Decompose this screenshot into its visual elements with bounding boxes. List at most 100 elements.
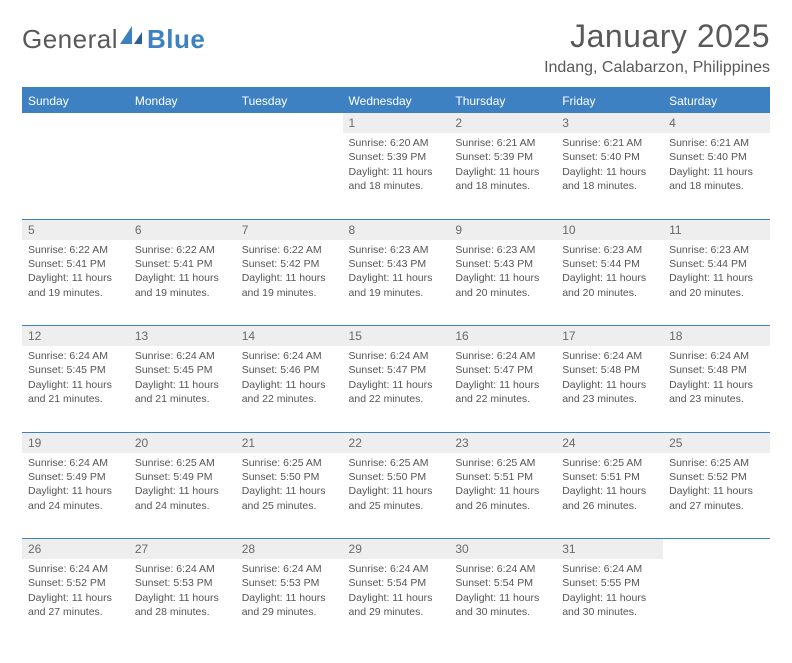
sunrise-text: Sunrise: 6:24 AM — [28, 562, 123, 576]
daylight-text: Daylight: 11 hours and 21 minutes. — [135, 378, 230, 407]
sunrise-text: Sunrise: 6:21 AM — [562, 136, 657, 150]
day-number-cell — [663, 539, 770, 560]
day-detail-cell — [663, 559, 770, 645]
sunrise-text: Sunrise: 6:25 AM — [455, 456, 550, 470]
day-number-cell: 25 — [663, 432, 770, 453]
sunset-text: Sunset: 5:40 PM — [562, 150, 657, 164]
day-number-cell: 9 — [449, 219, 556, 240]
day-number-cell: 3 — [556, 113, 663, 133]
daylight-text: Daylight: 11 hours and 22 minutes. — [349, 378, 444, 407]
day-header: Sunday — [22, 88, 129, 113]
day-detail-cell — [236, 133, 343, 219]
sunrise-text: Sunrise: 6:22 AM — [28, 243, 123, 257]
day-detail-cell: Sunrise: 6:23 AMSunset: 5:43 PMDaylight:… — [449, 240, 556, 326]
day-detail-cell: Sunrise: 6:24 AMSunset: 5:45 PMDaylight:… — [22, 346, 129, 432]
logo-text-blue: Blue — [147, 24, 205, 55]
daylight-text: Daylight: 11 hours and 20 minutes. — [669, 271, 764, 300]
day-detail-cell: Sunrise: 6:24 AMSunset: 5:45 PMDaylight:… — [129, 346, 236, 432]
logo: General Blue — [22, 24, 205, 55]
sunrise-text: Sunrise: 6:24 AM — [455, 349, 550, 363]
day-detail-cell: Sunrise: 6:22 AMSunset: 5:41 PMDaylight:… — [22, 240, 129, 326]
daylight-text: Daylight: 11 hours and 20 minutes. — [455, 271, 550, 300]
detail-row: Sunrise: 6:24 AMSunset: 5:52 PMDaylight:… — [22, 559, 770, 645]
sunrise-text: Sunrise: 6:24 AM — [135, 349, 230, 363]
sunrise-text: Sunrise: 6:24 AM — [669, 349, 764, 363]
day-detail-cell: Sunrise: 6:21 AMSunset: 5:39 PMDaylight:… — [449, 133, 556, 219]
day-number-cell: 2 — [449, 113, 556, 133]
day-number-cell: 10 — [556, 219, 663, 240]
calendar-table: Sunday Monday Tuesday Wednesday Thursday… — [22, 87, 770, 645]
daylight-text: Daylight: 11 hours and 23 minutes. — [669, 378, 764, 407]
day-number-cell: 26 — [22, 539, 129, 560]
day-detail-cell: Sunrise: 6:24 AMSunset: 5:46 PMDaylight:… — [236, 346, 343, 432]
daylight-text: Daylight: 11 hours and 30 minutes. — [562, 591, 657, 620]
day-number-cell: 23 — [449, 432, 556, 453]
day-number-cell — [22, 113, 129, 133]
sunset-text: Sunset: 5:42 PM — [242, 257, 337, 271]
daylight-text: Daylight: 11 hours and 21 minutes. — [28, 378, 123, 407]
day-detail-cell: Sunrise: 6:25 AMSunset: 5:50 PMDaylight:… — [343, 453, 450, 539]
sunrise-text: Sunrise: 6:24 AM — [28, 349, 123, 363]
sunset-text: Sunset: 5:53 PM — [135, 576, 230, 590]
sunrise-text: Sunrise: 6:25 AM — [562, 456, 657, 470]
sunset-text: Sunset: 5:43 PM — [349, 257, 444, 271]
day-detail-cell: Sunrise: 6:25 AMSunset: 5:50 PMDaylight:… — [236, 453, 343, 539]
daylight-text: Daylight: 11 hours and 24 minutes. — [135, 484, 230, 513]
day-header: Saturday — [663, 88, 770, 113]
sunset-text: Sunset: 5:50 PM — [349, 470, 444, 484]
page-title: January 2025 — [544, 18, 770, 55]
daynum-row: 262728293031 — [22, 539, 770, 560]
day-detail-cell: Sunrise: 6:21 AMSunset: 5:40 PMDaylight:… — [556, 133, 663, 219]
day-number-cell — [236, 113, 343, 133]
sunrise-text: Sunrise: 6:24 AM — [349, 562, 444, 576]
daylight-text: Daylight: 11 hours and 27 minutes. — [28, 591, 123, 620]
daylight-text: Daylight: 11 hours and 18 minutes. — [349, 165, 444, 194]
day-number-cell: 4 — [663, 113, 770, 133]
daylight-text: Daylight: 11 hours and 26 minutes. — [562, 484, 657, 513]
sunrise-text: Sunrise: 6:24 AM — [242, 562, 337, 576]
day-detail-cell: Sunrise: 6:24 AMSunset: 5:53 PMDaylight:… — [129, 559, 236, 645]
sunset-text: Sunset: 5:44 PM — [562, 257, 657, 271]
daylight-text: Daylight: 11 hours and 25 minutes. — [242, 484, 337, 513]
sunset-text: Sunset: 5:41 PM — [135, 257, 230, 271]
sunset-text: Sunset: 5:41 PM — [28, 257, 123, 271]
sunset-text: Sunset: 5:47 PM — [455, 363, 550, 377]
day-detail-cell: Sunrise: 6:24 AMSunset: 5:47 PMDaylight:… — [449, 346, 556, 432]
title-block: January 2025 Indang, Calabarzon, Philipp… — [544, 18, 770, 77]
day-detail-cell: Sunrise: 6:20 AMSunset: 5:39 PMDaylight:… — [343, 133, 450, 219]
sunrise-text: Sunrise: 6:21 AM — [455, 136, 550, 150]
daylight-text: Daylight: 11 hours and 30 minutes. — [455, 591, 550, 620]
sunset-text: Sunset: 5:53 PM — [242, 576, 337, 590]
daynum-row: 567891011 — [22, 219, 770, 240]
day-detail-cell: Sunrise: 6:24 AMSunset: 5:53 PMDaylight:… — [236, 559, 343, 645]
header: General Blue January 2025 Indang, Calaba… — [22, 18, 770, 77]
daylight-text: Daylight: 11 hours and 18 minutes. — [455, 165, 550, 194]
sunrise-text: Sunrise: 6:24 AM — [28, 456, 123, 470]
day-detail-cell: Sunrise: 6:24 AMSunset: 5:54 PMDaylight:… — [449, 559, 556, 645]
day-number-cell: 31 — [556, 539, 663, 560]
sunset-text: Sunset: 5:43 PM — [455, 257, 550, 271]
day-number-cell: 22 — [343, 432, 450, 453]
sunset-text: Sunset: 5:50 PM — [242, 470, 337, 484]
sunset-text: Sunset: 5:54 PM — [455, 576, 550, 590]
sunrise-text: Sunrise: 6:23 AM — [349, 243, 444, 257]
logo-text-general: General — [22, 24, 118, 55]
logo-sail-icon — [118, 24, 144, 46]
daylight-text: Daylight: 11 hours and 25 minutes. — [349, 484, 444, 513]
day-detail-cell: Sunrise: 6:24 AMSunset: 5:55 PMDaylight:… — [556, 559, 663, 645]
sunrise-text: Sunrise: 6:22 AM — [135, 243, 230, 257]
day-detail-cell: Sunrise: 6:23 AMSunset: 5:44 PMDaylight:… — [663, 240, 770, 326]
day-number-cell: 28 — [236, 539, 343, 560]
day-detail-cell: Sunrise: 6:25 AMSunset: 5:51 PMDaylight:… — [449, 453, 556, 539]
sunset-text: Sunset: 5:48 PM — [562, 363, 657, 377]
detail-row: Sunrise: 6:22 AMSunset: 5:41 PMDaylight:… — [22, 240, 770, 326]
sunset-text: Sunset: 5:46 PM — [242, 363, 337, 377]
daylight-text: Daylight: 11 hours and 18 minutes. — [562, 165, 657, 194]
day-detail-cell: Sunrise: 6:24 AMSunset: 5:48 PMDaylight:… — [663, 346, 770, 432]
day-number-cell: 18 — [663, 326, 770, 347]
sunset-text: Sunset: 5:39 PM — [455, 150, 550, 164]
day-detail-cell: Sunrise: 6:24 AMSunset: 5:47 PMDaylight:… — [343, 346, 450, 432]
sunrise-text: Sunrise: 6:25 AM — [135, 456, 230, 470]
day-header-row: Sunday Monday Tuesday Wednesday Thursday… — [22, 88, 770, 113]
sunrise-text: Sunrise: 6:20 AM — [349, 136, 444, 150]
